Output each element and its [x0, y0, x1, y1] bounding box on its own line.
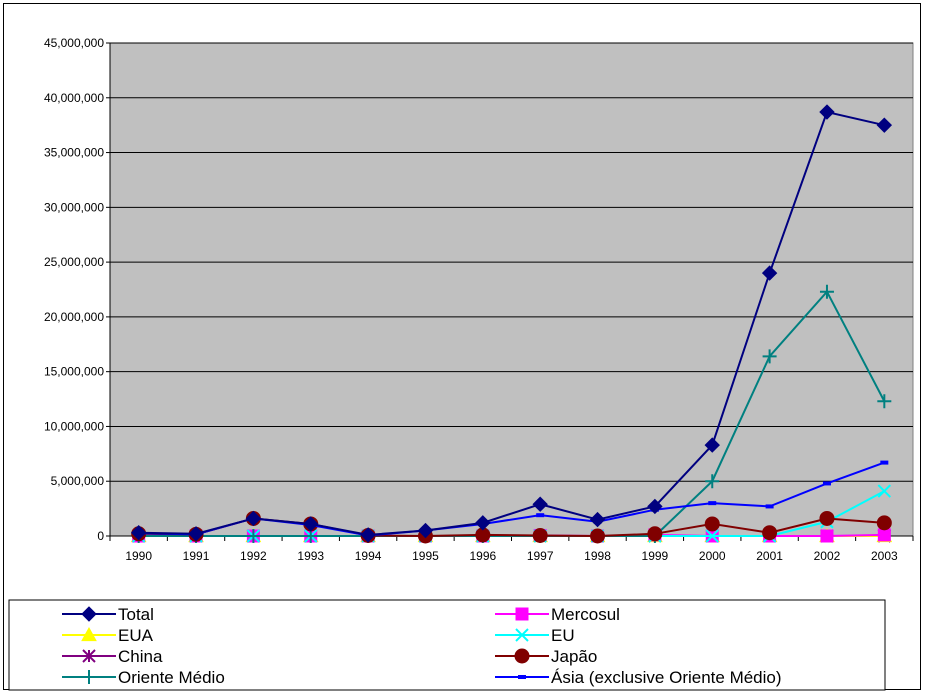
data-point — [188, 526, 204, 542]
y-tick-label: 40,000,000 — [44, 91, 104, 105]
y-tick-label: 10,000,000 — [44, 419, 104, 433]
x-tick-label: 2003 — [871, 549, 898, 563]
y-tick-label: 5,000,000 — [51, 474, 105, 488]
legend-item: EUA — [62, 626, 154, 645]
data-point — [536, 513, 545, 518]
data-point — [819, 510, 835, 526]
data-point — [360, 527, 376, 543]
legend-label: China — [118, 647, 163, 666]
data-point — [704, 437, 720, 453]
data-point — [822, 481, 831, 486]
y-tick-label: 45,000,000 — [44, 36, 104, 50]
data-point — [765, 504, 774, 509]
legend-label: Japão — [551, 647, 597, 666]
legend-label: Ásia (exclusive Oriente Médio) — [551, 668, 782, 687]
plot-area — [109, 42, 914, 537]
series-lines — [130, 104, 893, 544]
series-total — [130, 104, 893, 543]
legend-label: EUA — [118, 626, 154, 645]
x-tick-label: 1997 — [527, 549, 554, 563]
data-point — [877, 484, 892, 498]
data-point — [704, 516, 720, 532]
data-point — [532, 527, 548, 543]
legend: Total Mercosul EUA EU China Japão Oriente Médi… — [8, 599, 886, 691]
data-point — [819, 104, 835, 120]
x-tick-label: 1991 — [183, 549, 210, 563]
legend-marker — [515, 607, 529, 621]
data-point — [876, 515, 892, 531]
x-tick-label: 1992 — [240, 549, 267, 563]
x-tick-label: 2001 — [756, 549, 783, 563]
y-tick-label: 25,000,000 — [44, 255, 104, 269]
legend-marker — [518, 675, 526, 679]
data-point — [820, 529, 834, 543]
data-point — [589, 511, 606, 528]
x-tick-label: 2002 — [814, 549, 841, 563]
data-point — [880, 460, 889, 465]
data-point — [819, 284, 834, 299]
axes: 0 5,000,000 10,000,000 15,000,000 20,000,000… — [44, 36, 914, 563]
gridlines — [110, 42, 913, 482]
data-point — [761, 265, 778, 281]
x-tick-label: 2000 — [699, 549, 726, 563]
legend-item: EU — [495, 626, 575, 645]
legend-item: Total — [62, 605, 154, 624]
data-point — [532, 496, 548, 512]
data-point — [708, 501, 717, 506]
data-point — [762, 349, 777, 364]
legend-item: Ásia (exclusive Oriente Médio) — [495, 668, 782, 687]
legend-marker — [515, 628, 529, 642]
data-point — [246, 529, 261, 543]
legend-item: Oriente Médio — [62, 668, 225, 687]
data-point — [705, 529, 719, 543]
data-point — [647, 498, 663, 515]
x-tick-label: 1990 — [125, 549, 152, 563]
x-tick-label: 1994 — [355, 549, 382, 563]
data-point — [705, 474, 720, 489]
x-tick-label: 1996 — [469, 549, 496, 563]
legend-box — [8, 599, 886, 691]
legend-marker — [81, 626, 97, 642]
legend-marker — [514, 648, 530, 664]
series-line — [138, 110, 885, 536]
data-point — [876, 117, 893, 133]
legend-label: EU — [551, 626, 575, 645]
y-tick-label: 0 — [97, 529, 104, 543]
data-point — [130, 525, 147, 541]
legend-item: Japão — [495, 647, 597, 666]
y-tick-label: 35,000,000 — [44, 146, 104, 160]
legend-label: Mercosul — [551, 605, 620, 624]
data-point — [475, 515, 491, 531]
data-point — [303, 516, 319, 532]
x-tick-label: 1993 — [297, 549, 324, 563]
x-tick-label: 1998 — [584, 549, 611, 563]
legend-label: Oriente Médio — [118, 668, 225, 687]
data-point — [877, 394, 892, 409]
x-tick-label: 1995 — [412, 549, 439, 563]
y-tick-label: 30,000,000 — [44, 200, 104, 214]
data-point — [647, 526, 663, 542]
legend-item: China — [62, 647, 163, 666]
x-tick-label: 1999 — [642, 549, 669, 563]
data-point — [245, 510, 262, 527]
legend-label: Total — [118, 605, 154, 624]
legend-item: Mercosul — [495, 605, 620, 624]
data-point — [417, 522, 434, 539]
legend-marker — [82, 649, 96, 663]
y-tick-label: 20,000,000 — [44, 310, 104, 324]
plot-background — [109, 42, 914, 537]
data-point — [877, 528, 891, 542]
y-tick-label: 15,000,000 — [44, 365, 104, 379]
data-point — [590, 528, 606, 544]
legend-marker — [81, 606, 97, 622]
legend-marker — [82, 670, 96, 684]
data-point — [762, 525, 778, 541]
